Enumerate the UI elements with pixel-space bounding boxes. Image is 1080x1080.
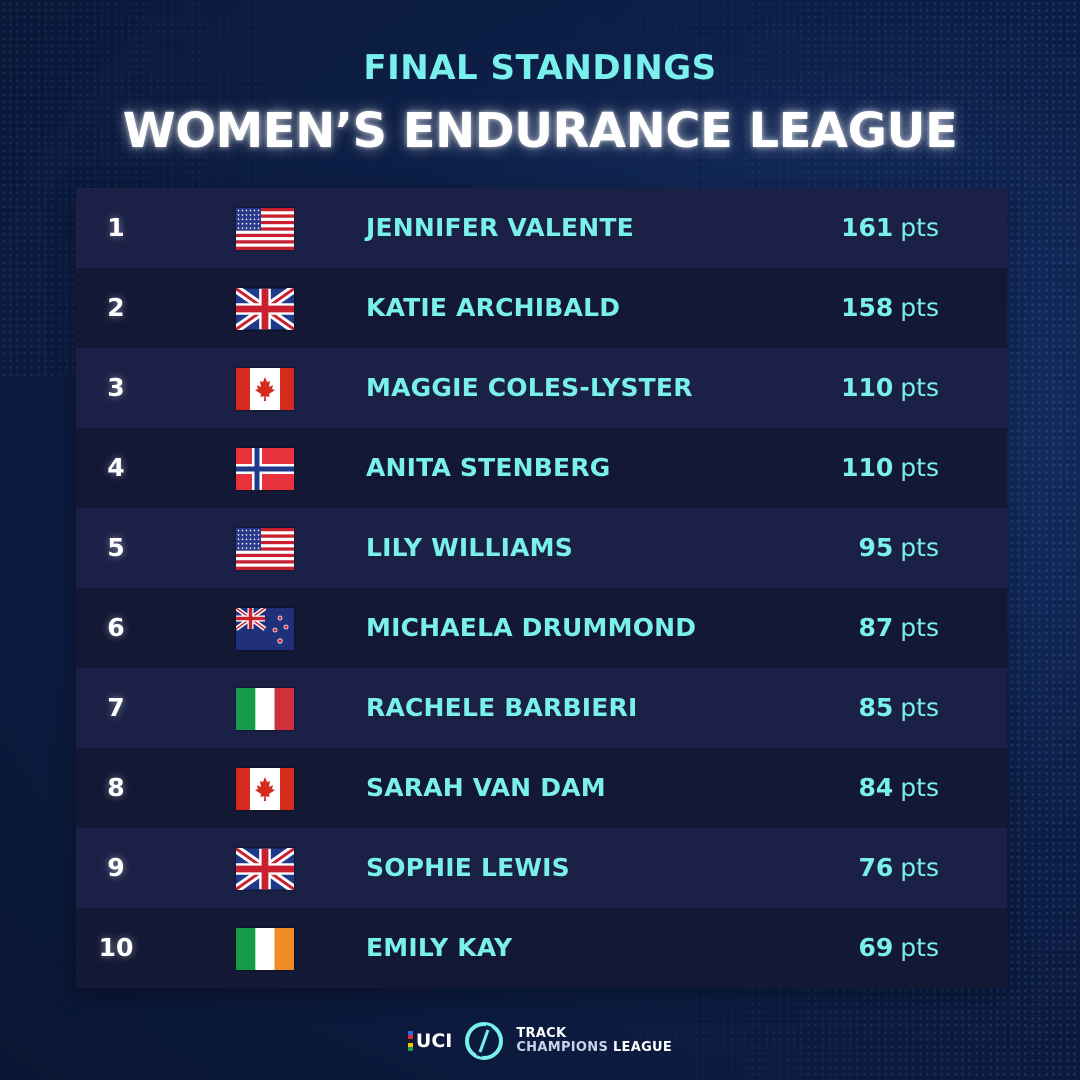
points-unit: pts xyxy=(900,373,939,402)
points-value: 69 xyxy=(858,933,894,962)
norway-flag-icon xyxy=(236,448,294,490)
league-word-champions: CHAMPIONS xyxy=(516,1040,609,1055)
ireland-flag-icon xyxy=(236,928,294,970)
rank-number: 7 xyxy=(107,693,125,722)
page-title: WOMEN’S ENDURANCE LEAGUE xyxy=(122,103,958,159)
points-value: 85 xyxy=(858,693,894,722)
standings-row: 7 RACHELE BARBIERI 85 pts xyxy=(76,668,1007,748)
points-unit: pts xyxy=(900,293,939,322)
new-zealand-flag-icon xyxy=(236,608,294,650)
rider-name: SARAH VAN DAM xyxy=(366,773,606,802)
rider-name: EMILY KAY xyxy=(366,933,513,962)
standings-row: 10 EMILY KAY 69 pts xyxy=(76,908,1007,988)
rider-name: KATIE ARCHIBALD xyxy=(366,293,621,322)
rider-points: 110 pts xyxy=(841,428,939,508)
uci-rainbow-bars xyxy=(407,1031,413,1051)
rider-points: 110 pts xyxy=(841,348,939,428)
uci-logo: UCI xyxy=(407,1030,453,1052)
points-unit: pts xyxy=(900,533,939,562)
points-unit: pts xyxy=(900,773,939,802)
standings-row: 9 SOPHIE LEWIS 76 pts xyxy=(76,828,1007,908)
league-word-track: TRACK xyxy=(516,1026,567,1041)
standings-row: 2 KATIE ARCHIBALD 158 pts xyxy=(76,268,1007,348)
rank-number: 9 xyxy=(107,853,125,882)
points-value: 110 xyxy=(841,373,894,402)
rider-name: JENNIFER VALENTE xyxy=(366,213,634,242)
canada-flag-icon xyxy=(236,368,294,410)
league-word-league: LEAGUE xyxy=(612,1040,673,1055)
rider-points: 87 pts xyxy=(859,588,940,668)
rider-points: 76 pts xyxy=(859,828,940,908)
rider-points: 85 pts xyxy=(859,668,940,748)
points-value: 158 xyxy=(841,293,894,322)
points-unit: pts xyxy=(900,693,939,722)
rank-number: 10 xyxy=(98,933,134,962)
rider-name: MICHAELA DRUMMOND xyxy=(366,613,697,642)
rider-points: 161 pts xyxy=(841,188,939,268)
standings-row: 6 MICHAELA DRUMMOND 87 pts xyxy=(76,588,1007,668)
rider-name: MAGGIE COLES-LYSTER xyxy=(366,373,693,402)
rider-name: RACHELE BARBIERI xyxy=(366,693,638,722)
italy-flag-icon xyxy=(236,688,294,730)
rank-number: 8 xyxy=(107,773,125,802)
rider-name: LILY WILLIAMS xyxy=(366,533,573,562)
track-champions-league-wordmark: TRACK CHAMPIONS LEAGUE xyxy=(516,1027,672,1055)
rider-points: 84 pts xyxy=(859,748,940,828)
uk-flag-icon xyxy=(236,848,294,890)
points-unit: pts xyxy=(900,853,939,882)
rider-name: ANITA STENBERG xyxy=(366,453,611,482)
rank-number: 2 xyxy=(107,293,125,322)
points-unit: pts xyxy=(900,453,939,482)
points-value: 76 xyxy=(858,853,894,882)
points-value: 161 xyxy=(841,213,894,242)
canada-flag-icon xyxy=(236,768,294,810)
rider-points: 69 pts xyxy=(859,908,940,988)
uci-logo-text: UCI xyxy=(415,1030,453,1052)
standings-row: 1 JENNIFER VALENTE 161 pts xyxy=(76,188,1007,268)
rank-number: 3 xyxy=(107,373,125,402)
standings-row: 5 LILY WILLIAMS 95 pts xyxy=(76,508,1007,588)
rank-number: 6 xyxy=(107,613,125,642)
standings-table: 1 JENNIFER VALENTE 161 pts 2 KATIE ARCHIBALD 1… xyxy=(76,188,1007,988)
rider-name: SOPHIE LEWIS xyxy=(366,853,570,882)
track-champions-league-logo-icon xyxy=(462,1021,506,1061)
usa-flag-icon xyxy=(236,208,294,250)
rider-points: 158 pts xyxy=(841,268,939,348)
standings-row: 4 ANITA STENBERG 110 pts xyxy=(76,428,1007,508)
rank-number: 5 xyxy=(107,533,125,562)
points-unit: pts xyxy=(900,933,939,962)
page-subtitle: FINAL STANDINGS xyxy=(363,48,717,88)
points-value: 84 xyxy=(858,773,894,802)
usa-flag-icon xyxy=(236,528,294,570)
standings-row: 3 MAGGIE COLES-LYSTER 110 pts xyxy=(76,348,1007,428)
points-value: 95 xyxy=(858,533,894,562)
rank-number: 4 xyxy=(107,453,125,482)
rank-number: 1 xyxy=(107,213,125,242)
footer-logos: UCI TRACK CHAMPIONS LEAGUE xyxy=(0,1018,1080,1064)
rider-points: 95 pts xyxy=(859,508,940,588)
uk-flag-icon xyxy=(236,288,294,330)
points-value: 87 xyxy=(858,613,894,642)
points-value: 110 xyxy=(841,453,894,482)
points-unit: pts xyxy=(900,213,939,242)
standings-row: 8 SARAH VAN DAM 84 pts xyxy=(76,748,1007,828)
points-unit: pts xyxy=(900,613,939,642)
